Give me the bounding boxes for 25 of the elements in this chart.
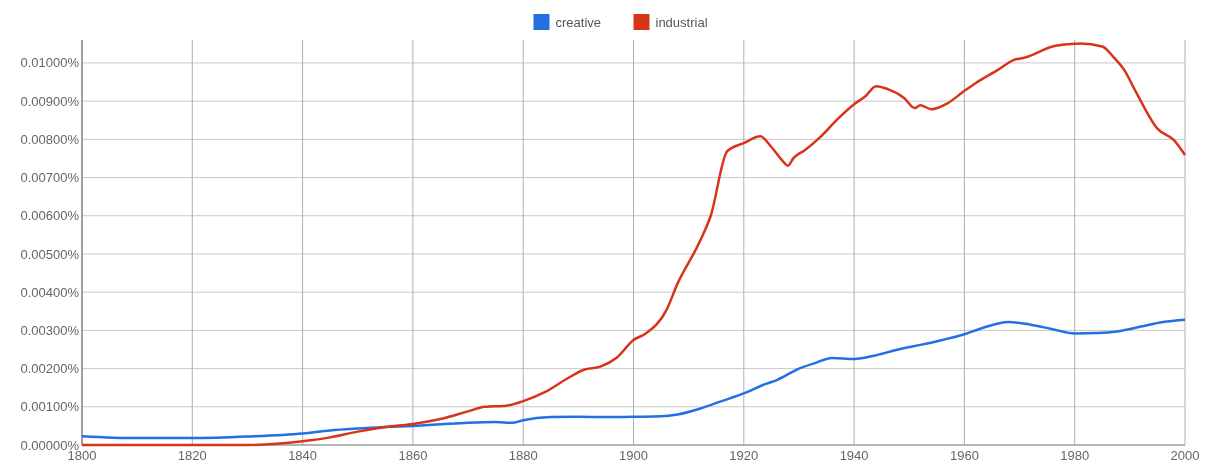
y-tick-label: 0.01000% <box>20 55 80 71</box>
x-tick-label: 1960 <box>949 448 979 463</box>
y-tick-label: 0.00600% <box>20 208 80 224</box>
y-tick-label: 0.00900% <box>20 93 80 109</box>
x-tick-label: 1920 <box>729 448 759 463</box>
y-tick-label: 0.00500% <box>20 246 80 262</box>
y-tick-label: 0.00800% <box>20 131 80 147</box>
x-tick-label: 1860 <box>398 448 428 463</box>
x-tick-label: 1880 <box>508 448 538 463</box>
y-tick-label: 0.00200% <box>20 361 80 377</box>
x-tick-label: 1980 <box>1060 448 1090 463</box>
x-tick-label: 2000 <box>1170 448 1200 463</box>
x-tick-label: 1820 <box>177 448 207 463</box>
x-tick-label: 1840 <box>288 448 318 463</box>
legend-label: industrial <box>655 14 708 30</box>
legend-label: creative <box>555 14 602 30</box>
y-tick-label: 0.00400% <box>20 284 80 300</box>
y-tick-label: 0.00700% <box>20 170 80 186</box>
x-tick-label: 1940 <box>839 448 869 463</box>
x-tick-label: 1800 <box>67 448 97 463</box>
y-tick-label: 0.00100% <box>20 399 80 415</box>
line-series <box>80 42 1187 447</box>
y-tick-label: 0.00300% <box>20 322 80 338</box>
line-series <box>80 318 1187 440</box>
x-tick-label: 1900 <box>619 448 648 463</box>
